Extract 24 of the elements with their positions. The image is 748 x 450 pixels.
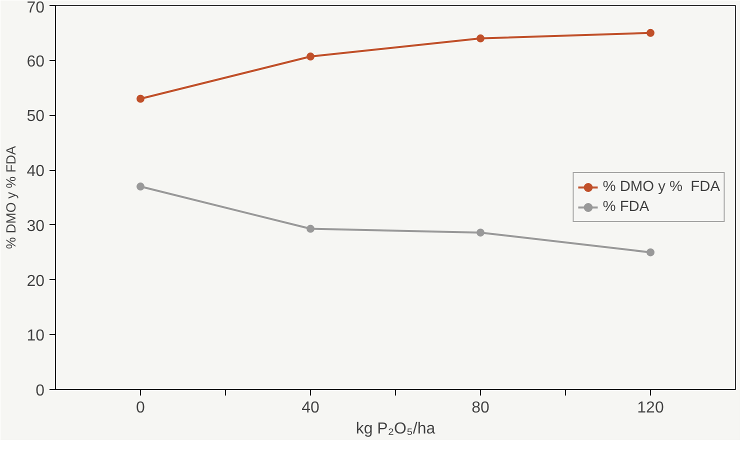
x-axis-title: kg P₂O₅/ha: [356, 420, 436, 438]
point: [306, 52, 314, 61]
point: [476, 228, 484, 237]
point: [306, 224, 314, 233]
x-tick-label: 40: [302, 400, 320, 416]
x-tick-label: 0: [136, 400, 146, 416]
x-tick-label: 80: [472, 400, 490, 416]
y-tick-label: 70: [26, 0, 45, 16]
point: [136, 94, 144, 103]
y-axis-title: % DMO y % FDA: [4, 146, 19, 249]
point: [646, 28, 654, 37]
y-tick-label: 60: [26, 53, 45, 70]
y-tick-label: 0: [36, 382, 45, 400]
legend-label: % FDA: [602, 199, 650, 215]
y-tick-label: 40: [26, 163, 45, 180]
point: [476, 34, 484, 42]
point: [136, 182, 144, 191]
legend-label: % DMO y % FDA: [602, 179, 720, 195]
y-tick-label: 10: [26, 328, 45, 345]
y-tick-label: 50: [26, 108, 45, 126]
y-tick-label: 20: [26, 272, 45, 290]
y-tick-label: 30: [26, 218, 45, 235]
point: [646, 248, 654, 256]
x-tick-label: 120: [637, 400, 664, 416]
